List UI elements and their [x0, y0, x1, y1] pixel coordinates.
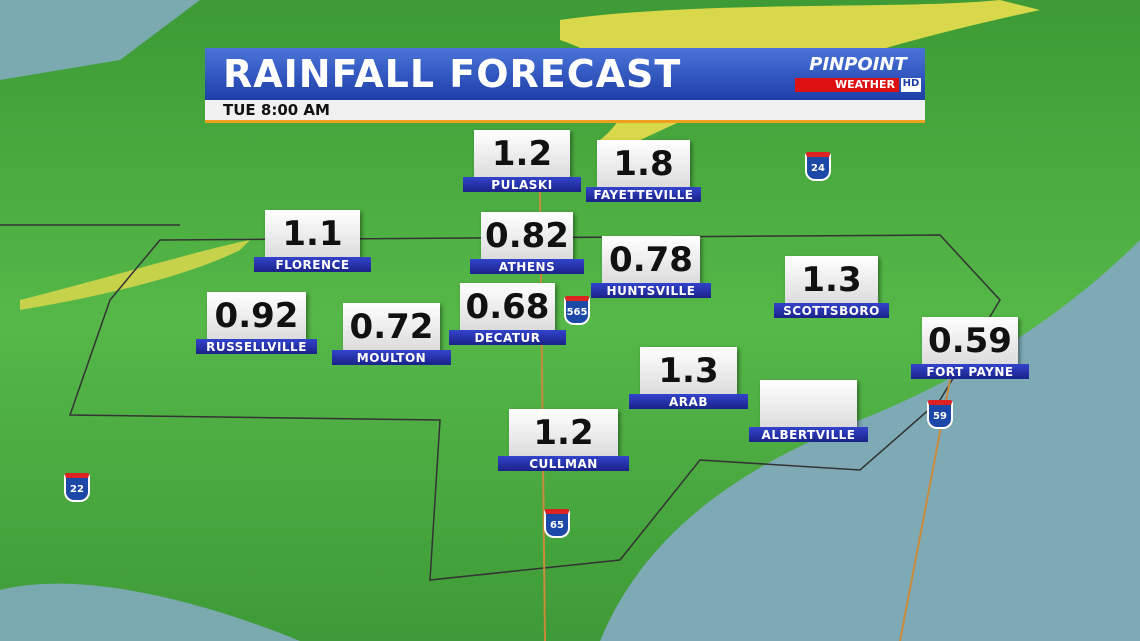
interstate-shield: 22 — [64, 473, 90, 502]
value-box — [760, 380, 857, 427]
value-box: 1.8 — [597, 140, 690, 187]
interstate-shield: 59 — [927, 400, 953, 429]
city-label: ATHENS — [470, 259, 584, 274]
city-label: RUSSELLVILLE — [196, 339, 317, 354]
title: RAINFALL FORECAST — [223, 52, 682, 96]
value-box: 1.1 — [265, 210, 360, 257]
interstate-shield: 65 — [544, 509, 570, 538]
city-label: ALBERTVILLE — [749, 427, 868, 442]
time-strip: TUE 8:00 AM — [205, 100, 925, 123]
city-label: FAYETTEVILLE — [586, 187, 701, 202]
city-label: FORT PAYNE — [911, 364, 1029, 379]
city-label: PULASKI — [463, 177, 581, 192]
city-label: FLORENCE — [254, 257, 371, 272]
time: TUE 8:00 AM — [223, 101, 330, 119]
interstate-shield: 24 — [805, 152, 831, 181]
city-label: CULLMAN — [498, 456, 629, 471]
city-label: HUNTSVILLE — [591, 283, 711, 298]
value-box: 1.3 — [640, 347, 737, 394]
value-box: 1.2 — [509, 409, 618, 456]
value-box: 0.68 — [460, 283, 555, 330]
value-box: 0.59 — [922, 317, 1018, 364]
value-box: 0.72 — [343, 303, 440, 350]
city-label: DECATUR — [449, 330, 566, 345]
brand-tag: HD — [901, 78, 921, 92]
brand: PINPOINT — [809, 54, 907, 75]
value-box: 0.82 — [481, 212, 573, 259]
value-box: 1.2 — [474, 130, 570, 177]
city-label: MOULTON — [332, 350, 451, 365]
value-box: 0.92 — [207, 292, 306, 339]
title-banner: RAINFALL FORECAST PINPOINT WEATHER HD — [205, 48, 925, 100]
value-box: 1.3 — [785, 256, 878, 303]
value-box: 0.78 — [602, 236, 700, 283]
city-label: ARAB — [629, 394, 748, 409]
city-label: SCOTTSBORO — [774, 303, 889, 318]
interstate-shield: 565 — [564, 296, 590, 325]
brand-sub: WEATHER — [795, 78, 899, 92]
